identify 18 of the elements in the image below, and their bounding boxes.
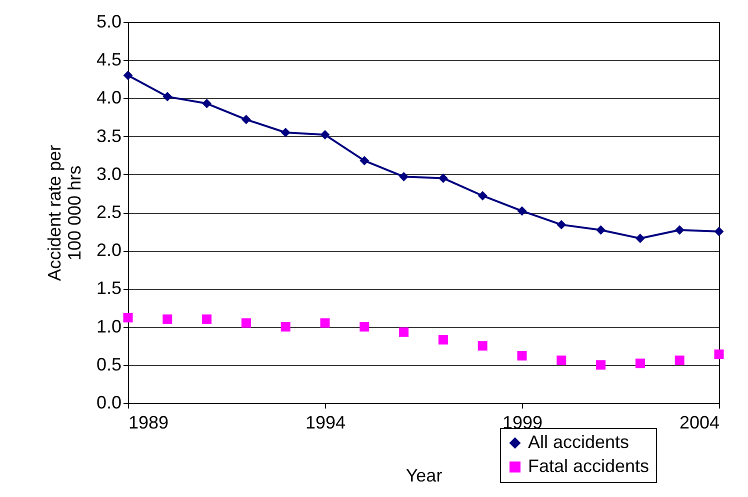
y-tick-label: 1.5 <box>96 278 122 298</box>
y-tick-label: 5.0 <box>96 12 122 32</box>
y-tick-label: 2.5 <box>96 202 122 222</box>
legend-label: All accidents <box>528 432 630 452</box>
y-tick-label: 3.0 <box>96 164 122 184</box>
y-tick-label: 1.0 <box>96 316 122 336</box>
x-tick-label: 1994 <box>305 412 346 432</box>
y-tick-label: 4.0 <box>96 88 122 108</box>
y-tick-label: 3.5 <box>96 126 122 146</box>
y-tick-label: 0.5 <box>96 354 122 374</box>
y-axis-title: Accident rate per 100 000 hrs <box>44 144 84 282</box>
x-axis-title: Year <box>406 466 442 486</box>
y-tick-label: 0.0 <box>96 392 122 412</box>
legend-label: Fatal accidents <box>528 456 650 476</box>
y-tick-label: 2.0 <box>96 240 122 260</box>
x-tick-label: 1989 <box>128 412 169 432</box>
x-tick-label: 2004 <box>679 412 720 432</box>
y-tick-label: 4.5 <box>96 50 122 70</box>
